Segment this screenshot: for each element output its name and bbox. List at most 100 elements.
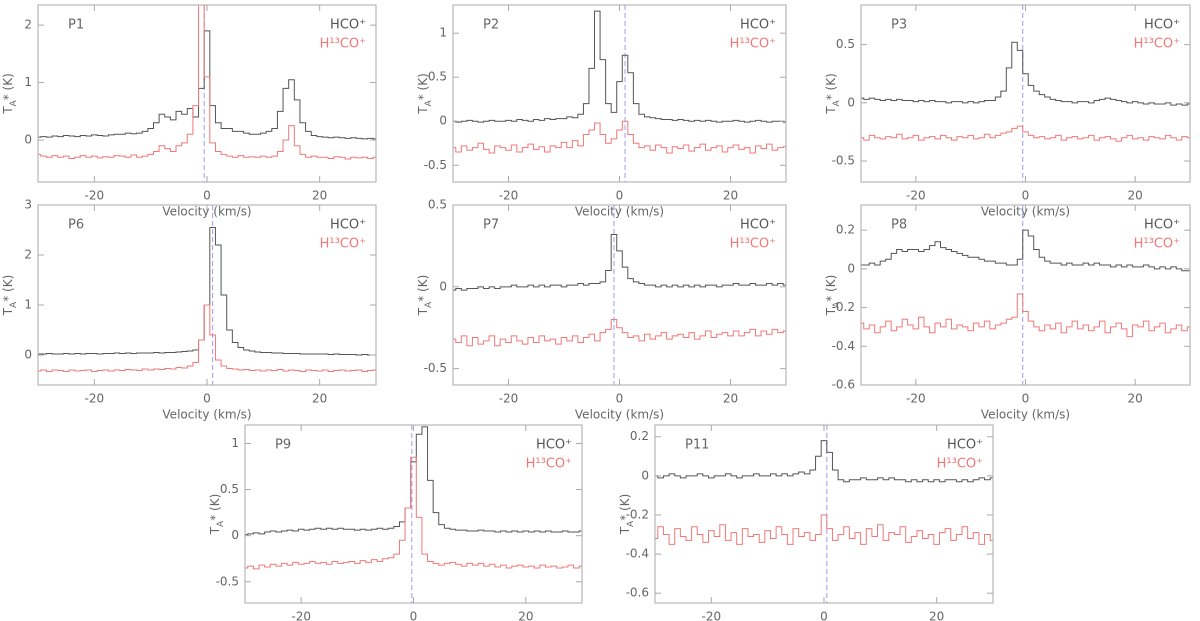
x-tick-label: 0 — [410, 610, 418, 621]
y-tick-label: -0.5 — [832, 154, 855, 168]
legend-entry: H¹³CO⁺ — [730, 37, 776, 52]
y-axis-label-part: * (K) — [618, 494, 632, 521]
y-axis-label-part: T — [618, 526, 632, 535]
spectrum-line — [655, 514, 993, 545]
legend-entry: H¹³CO⁺ — [730, 237, 776, 252]
y-axis-label-part: * (K) — [208, 494, 222, 521]
y-tick-label: 0 — [439, 279, 447, 293]
y-axis-label: TA* (K) — [824, 275, 842, 317]
y-axis-label-part: T — [824, 106, 838, 115]
x-tick-label: 20 — [1128, 189, 1143, 203]
y-axis-label-part: A — [9, 99, 19, 106]
y-axis-label-part: * (K) — [824, 275, 838, 302]
legend-entry: HCO⁺ — [740, 218, 776, 233]
y-tick-label: 1 — [24, 298, 32, 312]
y-tick-label: 3 — [24, 198, 32, 212]
x-tick-label: 20 — [518, 610, 533, 621]
legend-entry: H¹³CO⁺ — [320, 37, 366, 52]
y-axis-label: TA* (K) — [1, 73, 19, 115]
y-axis-label-part: A — [424, 301, 434, 308]
y-tick-label: -0.2 — [626, 507, 649, 521]
legend-entry: H¹³CO⁺ — [320, 237, 366, 252]
y-axis-label-part: T — [208, 526, 222, 535]
plot-frame — [37, 204, 377, 386]
y-axis-label-part: * (K) — [416, 73, 430, 100]
panel: HCO⁺ H¹³CO⁺ -20 0 20 -0.6 -0.4 -0.2 0 0.2 P8 Veloci… — [824, 204, 1191, 422]
y-axis-label-part: * (K) — [824, 73, 838, 100]
y-tick-label: -0.6 — [832, 378, 855, 392]
y-tick-label: -0.4 — [832, 339, 855, 353]
y-tick-label: 0.5 — [836, 37, 855, 51]
plot-frame — [37, 4, 377, 183]
spectrum-line — [861, 229, 1190, 272]
plot-frame — [244, 424, 583, 604]
y-tick-label: 0.2 — [630, 429, 649, 443]
x-axis-label: Velocity (km/s) — [162, 408, 251, 422]
panel-label: P8 — [891, 218, 907, 233]
x-tick-label: 0 — [616, 392, 624, 406]
panel: HCO⁺ H¹³CO⁺ -20 0 20 -0.5 0 0.5 P7 Velocity (km/s… — [416, 198, 787, 422]
y-tick-label: 0.5 — [220, 482, 239, 496]
y-axis-label-part: T — [416, 307, 430, 316]
legend-entry: HCO⁺ — [1144, 18, 1180, 33]
y-axis-label-part: * (K) — [416, 275, 430, 302]
x-axis-label: Velocity (km/s) — [981, 408, 1070, 422]
legend-entry: HCO⁺ — [330, 18, 366, 33]
y-tick-label: 0 — [231, 528, 239, 542]
y-axis-label: TA* (K) — [416, 275, 434, 317]
legend-entry: HCO⁺ — [330, 218, 366, 233]
y-tick-label: 0.5 — [428, 198, 447, 212]
legend-entry: H¹³CO⁺ — [937, 457, 983, 472]
panel-label: P3 — [891, 18, 907, 33]
spectrum-line — [453, 10, 786, 123]
y-axis-label-part: T — [416, 106, 430, 115]
panel: HCO⁺ H¹³CO⁺ -20 0 20 0 1 2 P1 Velocity (km/s) TA* … — [1, 4, 377, 219]
y-axis-label: TA* (K) — [824, 73, 842, 115]
spectrum-line — [861, 293, 1190, 338]
x-tick-label: 20 — [312, 189, 327, 203]
legend-entry: H¹³CO⁺ — [526, 457, 572, 472]
y-axis-label-part: A — [216, 520, 226, 527]
x-tick-label: 20 — [929, 610, 944, 621]
y-axis-label-part: * (K) — [1, 73, 15, 100]
plot-frame — [654, 424, 994, 604]
spectrum-line — [655, 440, 993, 483]
x-axis-label: Velocity (km/s) — [162, 205, 251, 219]
x-tick-label: -20 — [702, 610, 722, 621]
x-tick-label: -20 — [85, 392, 105, 406]
x-axis-label: Velocity (km/s) — [575, 408, 664, 422]
y-axis-label: TA* (K) — [1, 275, 19, 317]
plot-area: HCO⁺ H¹³CO⁺ — [861, 205, 1190, 385]
plot-frame — [860, 204, 1191, 386]
panel: HCO⁺ H¹³CO⁺ -20 0 20 -0.5 0 0.5 1 P2 Velocity (km/… — [416, 4, 787, 219]
y-axis-label-part: A — [832, 99, 842, 106]
panel-label: P9 — [275, 438, 291, 453]
spectrum-line — [245, 426, 582, 536]
x-tick-label: 0 — [1022, 189, 1030, 203]
y-axis-label-part: A — [424, 99, 434, 106]
plot-frame — [860, 4, 1191, 183]
y-axis-label-part: T — [824, 307, 838, 316]
x-tick-label: 20 — [723, 189, 738, 203]
y-axis-label-part: T — [1, 106, 15, 115]
y-tick-label: 0.2 — [836, 223, 855, 237]
plot-area: HCO⁺ H¹³CO⁺ — [245, 425, 582, 603]
y-tick-label: 0.5 — [428, 70, 447, 84]
y-axis-label-part: A — [832, 301, 842, 308]
y-tick-label: 0 — [439, 114, 447, 128]
x-tick-label: 0 — [616, 189, 624, 203]
x-axis-label: Velocity (km/s) — [575, 205, 664, 219]
spectrum-line — [453, 319, 786, 347]
plot-area: HCO⁺ H¹³CO⁺ — [453, 5, 786, 182]
y-tick-label: 0 — [847, 261, 855, 275]
x-tick-label: -20 — [499, 392, 519, 406]
plot-area: HCO⁺ H¹³CO⁺ — [38, 205, 376, 385]
legend-entry: HCO⁺ — [947, 438, 983, 453]
x-tick-label: -20 — [291, 610, 311, 621]
y-tick-label: 0 — [24, 133, 32, 147]
y-tick-label: -0.4 — [626, 547, 649, 561]
plot-area: HCO⁺ H¹³CO⁺ — [38, 5, 376, 182]
plot-frame — [452, 204, 787, 386]
panel-label: P1 — [68, 18, 84, 33]
